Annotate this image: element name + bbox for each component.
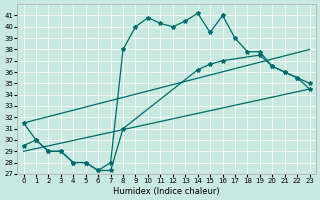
- X-axis label: Humidex (Indice chaleur): Humidex (Indice chaleur): [113, 187, 220, 196]
